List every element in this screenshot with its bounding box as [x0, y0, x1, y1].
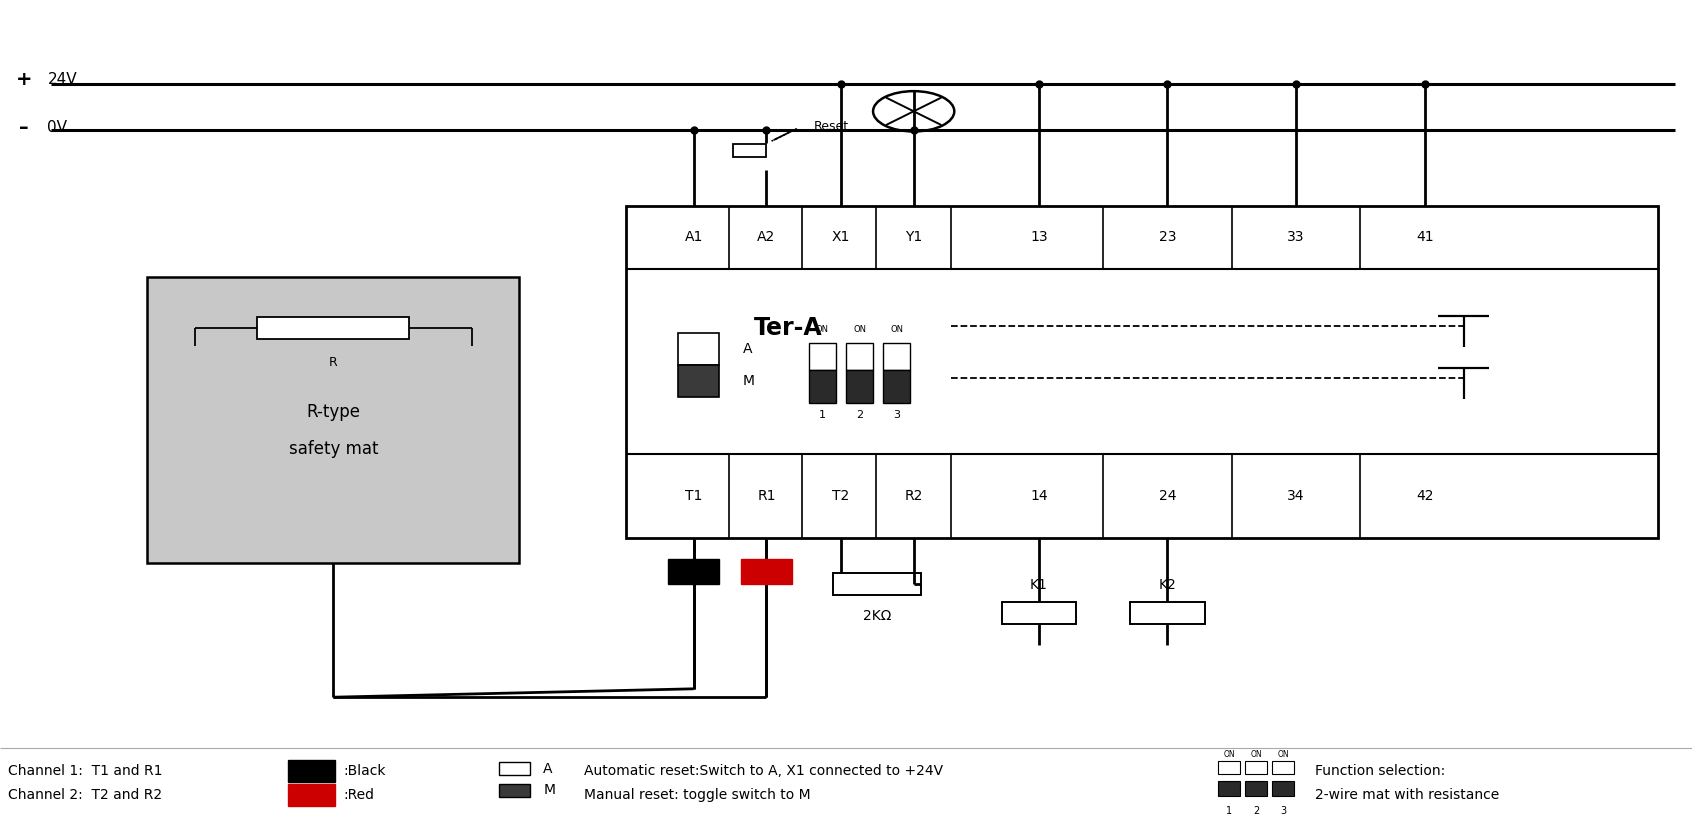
Text: R-type: R-type [306, 402, 360, 421]
Text: K2: K2 [1159, 579, 1176, 592]
Text: T1: T1 [685, 489, 702, 502]
Text: Manual reset: toggle switch to M: Manual reset: toggle switch to M [584, 788, 810, 801]
Text: R: R [761, 564, 772, 578]
Bar [1245, 761, 1267, 774]
Text: M: M [743, 375, 755, 388]
Text: Channel 1:  T1 and R1: Channel 1: T1 and R1 [8, 764, 162, 778]
Text: R2: R2 [905, 489, 922, 502]
Bar [1130, 602, 1205, 624]
Text: 24V: 24V [47, 72, 78, 87]
Text: 1: 1 [819, 410, 826, 420]
Text: M: M [543, 784, 555, 797]
Bar [809, 343, 836, 370]
Bar [741, 559, 792, 584]
Text: 34: 34 [1288, 489, 1305, 502]
Bar [257, 317, 409, 339]
Text: R1: R1 [758, 489, 775, 502]
Text: Ter-A: Ter-A [755, 316, 822, 339]
Text: 2: 2 [856, 410, 863, 420]
Text: Y1: Y1 [905, 230, 922, 244]
Bar [678, 365, 719, 397]
Text: 42: 42 [1416, 489, 1433, 502]
Bar [1272, 761, 1294, 774]
Bar [883, 343, 910, 370]
Text: 3: 3 [1281, 806, 1286, 816]
Text: :Black: :Black [343, 764, 386, 778]
Text: 3: 3 [893, 410, 900, 420]
Text: A1: A1 [685, 230, 702, 244]
Text: Channel 2:  T2 and R2: Channel 2: T2 and R2 [8, 788, 162, 801]
Text: B: B [689, 564, 699, 578]
Text: +: + [15, 71, 32, 89]
Text: A2: A2 [758, 230, 775, 244]
Bar [288, 760, 335, 782]
Text: Reset: Reset [814, 120, 849, 134]
Text: 2KΩ: 2KΩ [863, 609, 892, 622]
Text: ON: ON [890, 325, 904, 333]
Bar [499, 784, 530, 797]
Bar [668, 559, 719, 584]
Text: –: – [19, 118, 29, 137]
Bar [1218, 781, 1240, 796]
Text: T2: T2 [832, 489, 849, 502]
Bar [288, 784, 335, 806]
Text: 24: 24 [1159, 489, 1176, 502]
Text: ON: ON [1277, 750, 1289, 759]
Text: K1: K1 [1030, 579, 1047, 592]
Bar [1218, 761, 1240, 774]
Bar [147, 277, 519, 563]
Text: 13: 13 [1030, 230, 1047, 244]
Text: B: B [306, 764, 316, 778]
Bar [809, 370, 836, 403]
Text: 33: 33 [1288, 230, 1305, 244]
Text: Automatic reset:Switch to A, X1 connected to +24V: Automatic reset:Switch to A, X1 connecte… [584, 764, 942, 778]
Bar [846, 343, 873, 370]
Text: :Red: :Red [343, 788, 374, 801]
Text: 14: 14 [1030, 489, 1047, 502]
Text: 23: 23 [1159, 230, 1176, 244]
Bar [1245, 781, 1267, 796]
Text: 41: 41 [1416, 230, 1433, 244]
Text: 2-wire mat with resistance: 2-wire mat with resistance [1315, 788, 1499, 801]
Text: X1: X1 [832, 230, 849, 244]
Bar [883, 370, 910, 403]
Text: ON: ON [1223, 750, 1235, 759]
Bar [846, 370, 873, 403]
Text: R: R [328, 356, 338, 370]
Text: A: A [743, 343, 753, 356]
Text: safety mat: safety mat [289, 440, 377, 459]
Text: ON: ON [853, 325, 866, 333]
Bar [1272, 781, 1294, 796]
Text: ON: ON [816, 325, 829, 333]
Text: 2: 2 [1254, 806, 1259, 816]
Bar [499, 762, 530, 775]
Bar [733, 144, 766, 157]
Bar [626, 206, 1658, 538]
Text: ON: ON [1250, 750, 1262, 759]
Bar [1002, 602, 1076, 624]
Text: Function selection:: Function selection: [1315, 764, 1445, 778]
Bar [678, 333, 719, 365]
Text: A: A [543, 762, 553, 775]
Bar [832, 573, 920, 595]
Text: 0V: 0V [47, 120, 68, 135]
Text: 1: 1 [1227, 806, 1232, 816]
Text: R: R [306, 788, 316, 801]
